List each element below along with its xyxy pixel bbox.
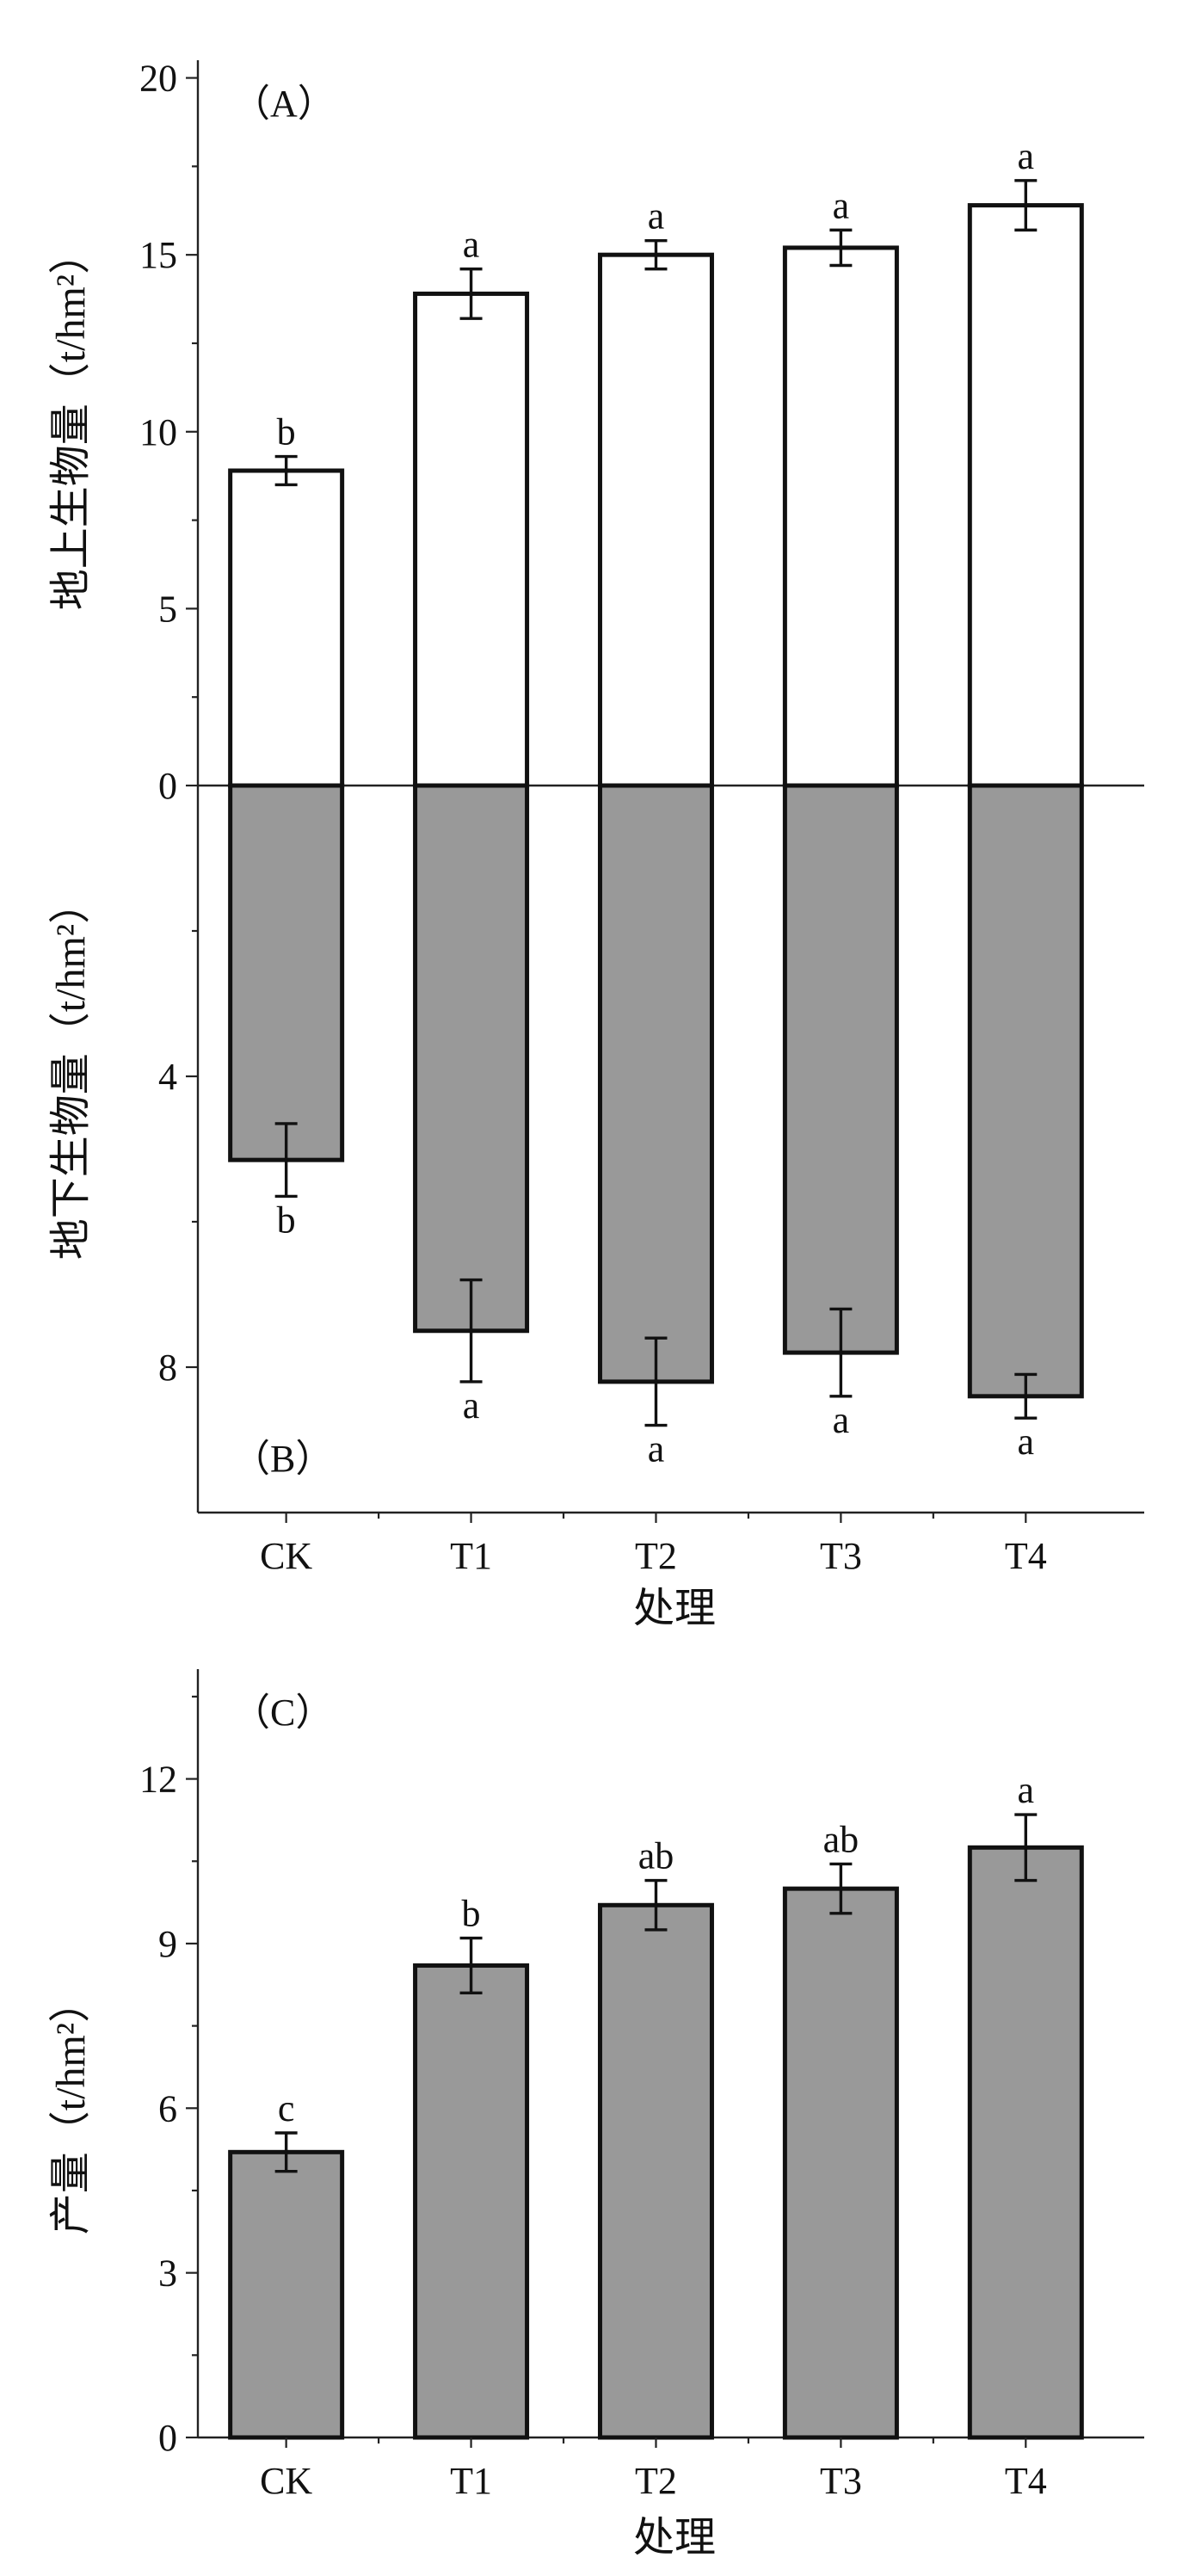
bottom-x-tick-label: T4 <box>1005 2460 1047 2502</box>
panel-a-label: （A） <box>232 83 336 125</box>
top-x-tick-label: T2 <box>635 1535 677 1577</box>
panel-c-y-axis-title: 产量（t/hm²） <box>48 1981 94 2234</box>
panel-b-significance-letter: a <box>648 1428 665 1470</box>
panel-a-y-tick-label: 20 <box>139 58 177 100</box>
panel-a: 0 5 10 15 20 b a a a a <box>139 58 1084 807</box>
panel-a-bar-t2 <box>597 252 714 788</box>
top-x-tick-label: T4 <box>1005 1535 1047 1577</box>
panel-c-y-tick-label: 9 <box>158 1923 177 1965</box>
panel-a-y-axis-title: 地上生物量（t/hm²） <box>48 233 94 610</box>
panel-a-significance-letter: a <box>1018 135 1035 177</box>
panel-c-bar-t3 <box>782 1886 899 2440</box>
top-x-tick-label: T3 <box>820 1535 862 1577</box>
panel-c-bar-t2 <box>597 1902 714 2440</box>
panel-a-significance-letter: a <box>833 184 850 226</box>
panel-a-bar-ck <box>228 468 345 788</box>
bottom-x-tick-label: T1 <box>450 2460 492 2502</box>
panel-c-y-tick-label: 12 <box>139 1759 177 1801</box>
panel-b-y-tick-label: 4 <box>158 1056 177 1098</box>
panel-b-label: （B） <box>232 1438 333 1480</box>
panel-c-significance-letter: ab <box>638 1835 674 1877</box>
top-x-axis-title: 处理 <box>633 1586 716 1631</box>
panel-a-bar-t1 <box>413 291 530 788</box>
panel-b-significance-letter: a <box>1018 1420 1035 1463</box>
panel-a-significance-letter: b <box>277 411 296 453</box>
panel-c-significance-letter: b <box>462 1893 481 1935</box>
bottom-x-axis-title: 处理 <box>633 2515 716 2561</box>
panel-b-bar-t2 <box>597 783 714 1384</box>
top-x-tick-label: T1 <box>450 1535 492 1577</box>
panel-c: 0 3 6 9 12 c b ab ab a <box>139 1695 1084 2459</box>
panel-b-significance-letter: a <box>463 1384 480 1427</box>
biomass-chart: 0 5 10 15 20 b a a a a 4 8 b a a a a （A） （B） 地上生物量（t/hm… <box>48 58 1144 1631</box>
panel-a-y-tick-label: 0 <box>158 765 177 807</box>
panel-a-y-tick-label: 5 <box>158 588 177 630</box>
panel-b-bar-t3 <box>782 783 899 1355</box>
panel-b-y-axis-title: 地下生物量（t/hm²） <box>48 883 94 1260</box>
top-x-tick-label: CK <box>260 1535 312 1577</box>
bottom-x-tick-label: T3 <box>820 2460 862 2502</box>
panel-a-significance-letter: a <box>463 224 480 266</box>
panel-c-y-tick-label: 6 <box>158 2087 177 2129</box>
panel-c-bar-ck <box>228 2149 345 2440</box>
panel-a-significance-letter: a <box>648 195 665 237</box>
panel-c-significance-letter: a <box>1018 1769 1035 1811</box>
panel-b-bar-t1 <box>413 783 530 1334</box>
panel-c-bar-t1 <box>413 1963 530 2440</box>
panel-b-bar-ck <box>228 783 345 1162</box>
panel-c-y-tick-label: 0 <box>158 2417 177 2459</box>
panel-a-y-tick-label: 15 <box>139 234 177 276</box>
yield-chart: 0 3 6 9 12 c b ab ab a （C） 产量（t/hm²） 处理 CK T1 T2 T3 T… <box>48 1669 1144 2561</box>
panel-b: 4 8 b a a a a <box>158 783 1084 1470</box>
panel-c-significance-letter: c <box>278 2087 295 2129</box>
panel-c-label: （C） <box>232 1692 333 1734</box>
panel-b-significance-letter: b <box>277 1199 296 1241</box>
panel-a-bar-t3 <box>782 245 899 788</box>
panel-b-bar-t4 <box>967 783 1084 1399</box>
panel-a-y-tick-label: 10 <box>139 411 177 453</box>
panel-c-y-tick-label: 3 <box>158 2252 177 2295</box>
panel-c-significance-letter: ab <box>823 1818 859 1860</box>
panel-b-y-tick-label: 8 <box>158 1347 177 1389</box>
panel-a-bar-t4 <box>967 203 1084 788</box>
bottom-x-tick-label: T2 <box>635 2460 677 2502</box>
bottom-x-tick-label: CK <box>260 2460 312 2502</box>
panel-c-bar-t4 <box>967 1845 1084 2440</box>
panel-b-significance-letter: a <box>833 1399 850 1441</box>
